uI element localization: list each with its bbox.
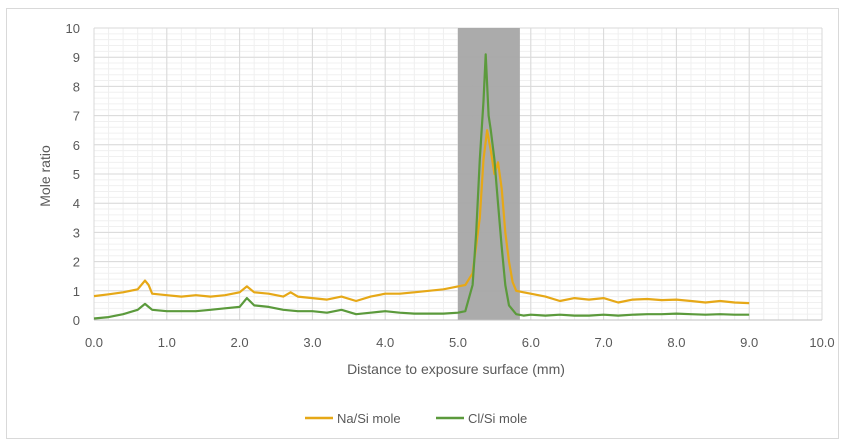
y-tick-label: 4 <box>73 196 80 211</box>
x-tick-label: 8.0 <box>667 335 685 350</box>
x-tick-label: 10.0 <box>809 335 834 350</box>
x-tick-label: 9.0 <box>740 335 758 350</box>
legend: Na/Si mole Cl/Si mole <box>305 411 527 426</box>
y-tick-label: 9 <box>73 50 80 65</box>
y-tick-label: 1 <box>73 284 80 299</box>
y-tick-label: 3 <box>73 225 80 240</box>
x-tick-label: 2.0 <box>231 335 249 350</box>
chart-frame <box>6 8 839 439</box>
y-tick-label: 10 <box>66 21 80 36</box>
x-tick-label: 3.0 <box>303 335 321 350</box>
x-axis-label: Distance to exposure surface (mm) <box>347 361 565 377</box>
x-tick-label: 7.0 <box>595 335 613 350</box>
y-axis-label: Mole ratio <box>37 145 53 207</box>
x-tick-label: 5.0 <box>449 335 467 350</box>
y-tick-label: 6 <box>73 138 80 153</box>
y-tick-label: 0 <box>73 313 80 328</box>
y-tick-label: 2 <box>73 255 80 270</box>
shaded-region-layer <box>458 28 520 320</box>
y-tick-label: 5 <box>73 167 80 182</box>
legend-label: Na/Si mole <box>337 411 401 426</box>
series-line-cl-si-mole <box>93 53 750 320</box>
shaded-region <box>458 28 520 320</box>
series-line-na-si-mole <box>93 129 750 305</box>
tick-labels: 0 1 2 3 4 5 6 7 8 9 10 0.0 1.0 2.0 3.0 4.0 5.0 6.0 7.0 8.0 9… <box>66 21 835 350</box>
x-tick-label: 1.0 <box>158 335 176 350</box>
x-tick-label: 6.0 <box>522 335 540 350</box>
x-tick-label: 4.0 <box>376 335 394 350</box>
series-layer <box>93 53 750 320</box>
y-tick-label: 7 <box>73 109 80 124</box>
legend-label: Cl/Si mole <box>468 411 527 426</box>
y-tick-label: 8 <box>73 79 80 94</box>
x-tick-label: 0.0 <box>85 335 103 350</box>
